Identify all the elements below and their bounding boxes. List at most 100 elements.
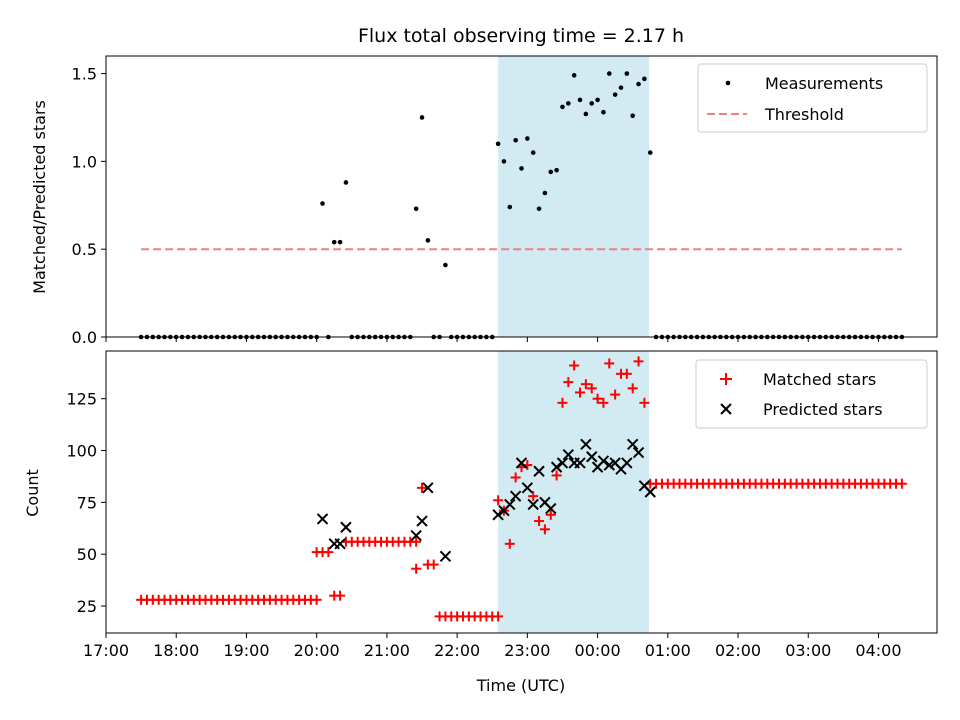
y-tick-label: 1.5 <box>72 65 97 84</box>
data-point <box>618 85 624 90</box>
data-point <box>560 104 565 110</box>
data-point <box>528 491 539 502</box>
data-point <box>428 559 439 570</box>
data-point <box>562 448 575 461</box>
data-point <box>331 239 337 245</box>
data-point <box>501 159 507 164</box>
bottom-y-axis-label: Count <box>23 469 42 517</box>
data-point <box>320 201 325 206</box>
data-point <box>504 498 516 511</box>
top-x-ticks <box>105 337 879 342</box>
bottom-y-ticks: 25 50 75 100 125 <box>66 390 106 616</box>
data-point <box>413 206 419 212</box>
y-tick-label: 1.0 <box>72 152 97 171</box>
x-tick-label: 01:00 <box>645 641 691 660</box>
bottom-panel: 25 50 75 100 125 17:00 18:00 19:00 20:00 21:00 22… <box>23 350 938 695</box>
data-point <box>510 472 521 483</box>
data-point <box>334 538 346 550</box>
data-point <box>425 238 431 243</box>
data-point <box>495 141 501 147</box>
legend-matched-label: Matched stars <box>763 370 876 389</box>
data-point <box>589 101 595 106</box>
data-point <box>493 495 504 506</box>
data-point <box>586 451 598 463</box>
data-point <box>411 563 422 574</box>
data-point <box>612 92 618 97</box>
data-point <box>492 509 504 521</box>
data-point <box>557 397 568 408</box>
data-point <box>566 101 571 106</box>
y-tick-label: 0.0 <box>72 328 97 347</box>
data-point <box>507 204 513 210</box>
data-point <box>626 438 639 451</box>
top-legend: Measurements Threshold <box>697 63 928 133</box>
data-point <box>340 521 352 533</box>
data-point <box>316 513 329 525</box>
data-point <box>410 529 422 542</box>
y-tick-label: 50 <box>77 545 97 564</box>
data-point <box>639 397 650 408</box>
top-shaded-region <box>498 56 650 337</box>
data-point <box>323 547 334 558</box>
data-point <box>604 358 615 369</box>
data-point <box>439 550 452 562</box>
bottom-legend-box <box>695 359 928 429</box>
data-point <box>550 461 563 473</box>
data-point <box>621 457 633 469</box>
data-point <box>627 383 638 394</box>
x-tick-label: 03:00 <box>785 641 831 660</box>
data-point <box>896 478 907 489</box>
data-point <box>556 457 569 469</box>
y-tick-label: 75 <box>77 493 97 512</box>
data-point <box>586 383 597 394</box>
data-point <box>343 180 349 185</box>
data-point <box>598 397 609 408</box>
x-tick-label: 21:00 <box>364 641 410 660</box>
data-point <box>513 138 518 143</box>
bottom-marks <box>136 356 907 622</box>
y-tick-label: 125 <box>66 390 97 409</box>
data-point <box>530 150 536 155</box>
x-tick-label: 00:00 <box>575 641 621 660</box>
top-plot-frame <box>105 55 938 338</box>
data-point <box>335 590 346 601</box>
legend-threshold-label: Threshold <box>764 105 844 124</box>
data-point <box>606 71 612 76</box>
data-point <box>597 455 610 467</box>
data-point <box>647 150 653 155</box>
data-point <box>642 76 647 82</box>
data-point <box>610 389 621 400</box>
x-tick-label: 23:00 <box>504 641 550 660</box>
data-point <box>542 190 548 196</box>
data-point <box>601 109 606 115</box>
top-y-ticks: 0.0 0.5 1.0 1.5 <box>72 65 106 347</box>
x-tick-label: 18:00 <box>153 641 199 660</box>
data-point <box>577 97 583 103</box>
data-point <box>583 111 589 117</box>
data-point <box>548 169 554 175</box>
chart-title: Flux total observing time = 2.17 h <box>358 25 684 47</box>
y-tick-label: 25 <box>77 597 97 616</box>
data-point <box>504 538 515 549</box>
data-point <box>539 524 550 535</box>
data-point <box>545 509 556 520</box>
data-point <box>536 206 542 212</box>
data-point <box>411 536 422 547</box>
data-point <box>595 97 600 103</box>
data-point <box>493 611 504 622</box>
data-point <box>311 594 322 605</box>
data-point <box>574 457 586 469</box>
x-tick-label: 19:00 <box>223 641 269 660</box>
top-legend-box <box>697 63 928 133</box>
top-panel: 0.0 0.5 1.0 1.5 Matched/Predicted stars Mea… <box>30 55 938 347</box>
data-point <box>580 438 592 451</box>
bottom-legend: Matched stars Predicted stars <box>695 359 928 429</box>
x-tick-label: 17:00 <box>83 641 129 660</box>
data-point <box>554 167 559 173</box>
data-point <box>515 457 528 469</box>
y-tick-label: 0.5 <box>72 240 97 259</box>
legend-predicted-label: Predicted stars <box>763 400 883 419</box>
bottom-plot-frame <box>105 350 938 634</box>
data-point <box>580 379 591 390</box>
